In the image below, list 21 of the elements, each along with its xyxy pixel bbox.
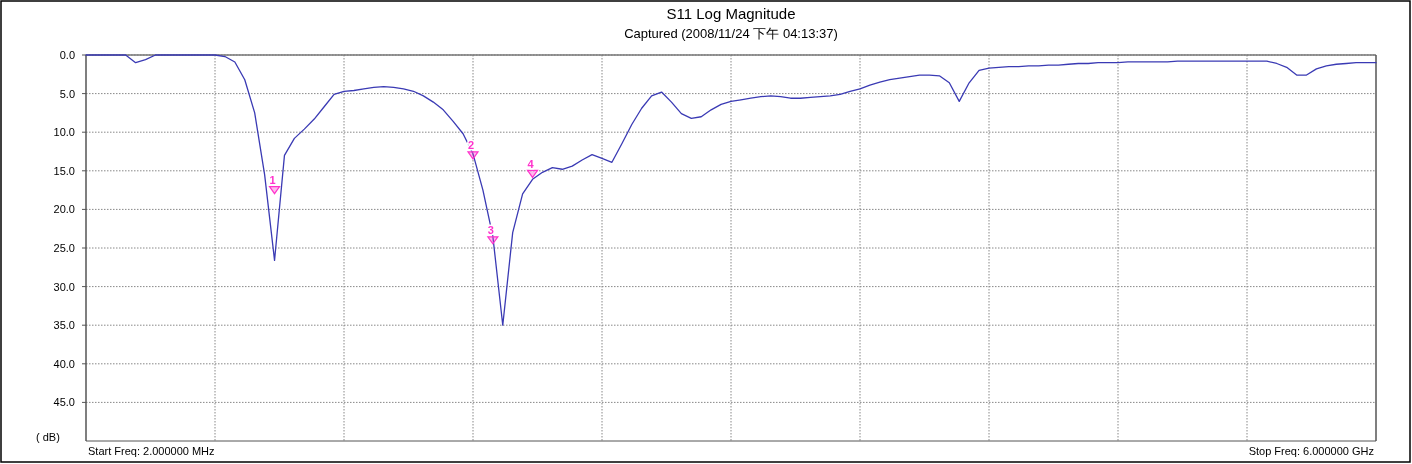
y-tick-label: 30.0 [53,280,75,293]
line-series [85,54,1377,326]
y-tick-label: 45.0 [53,396,75,409]
series-label: 1 [269,174,276,187]
chart-subtitle: Captured (2008/11/24 下午 04:13:37) [624,26,838,41]
text: Stop Freq: 6.000000 GHz [1248,445,1374,457]
y-tick-label: 5.0 [59,87,75,100]
y-axis-title: ( dB) [36,431,60,443]
series-label: 4 [527,157,535,170]
y-tick-label: 10.0 [53,126,75,139]
text: Start Freq: 2.000000 MHz [88,445,215,457]
y-tick-label: 15.0 [53,164,75,177]
point [467,151,479,160]
y-tick-label: 25.0 [53,242,75,254]
series-label: 2 [467,139,475,152]
y-tick-label: 40.0 [53,357,75,370]
y-tick-label: 0.0 [59,49,75,61]
point [487,236,499,245]
y-tick-label: 20.0 [53,203,75,216]
chart-title: S11 Log Magnitude [666,5,796,22]
y-tick-label: 35.0 [53,319,75,332]
